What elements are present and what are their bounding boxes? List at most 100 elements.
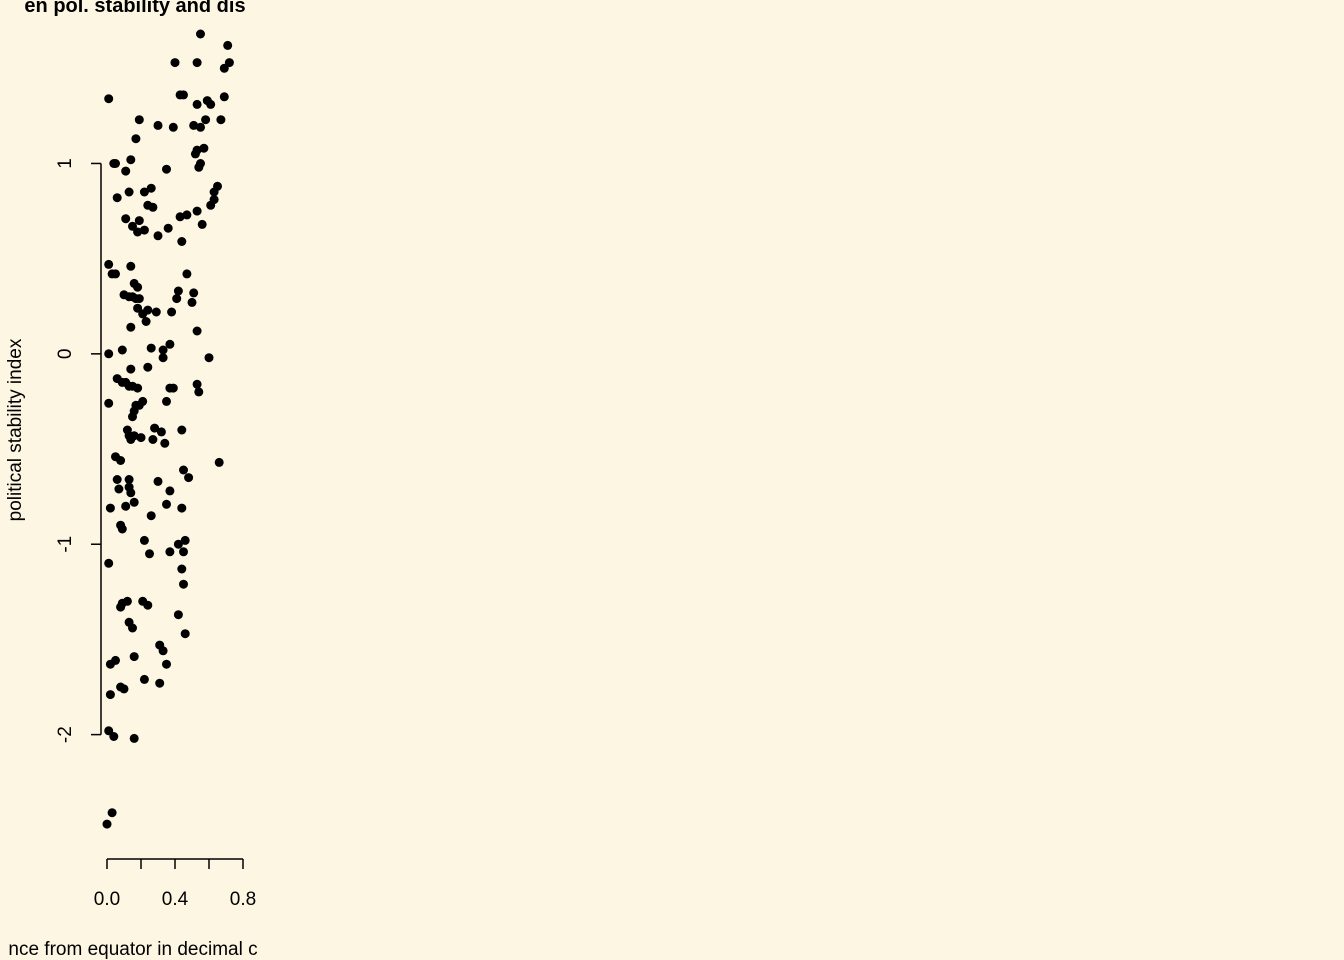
data-point — [129, 652, 139, 662]
data-point — [111, 655, 120, 665]
data-point — [223, 40, 233, 50]
data-point — [112, 193, 122, 203]
y-axis: -2 -1 0 1 — [55, 158, 102, 743]
chart-title: en pol. stability and dis — [24, 0, 245, 17]
data-point — [187, 297, 197, 307]
data-point — [219, 92, 229, 102]
data-point — [184, 473, 194, 483]
data-point — [139, 187, 149, 197]
data-point — [214, 457, 224, 467]
data-point — [126, 488, 136, 498]
data-point — [111, 269, 120, 279]
data-point — [117, 345, 127, 355]
data-point — [179, 465, 188, 475]
data-point — [129, 497, 139, 507]
data-point — [179, 579, 188, 589]
data-point — [172, 294, 182, 304]
data-point — [143, 600, 153, 610]
data-point — [134, 115, 144, 125]
data-point — [107, 808, 117, 818]
data-point — [173, 286, 183, 296]
y-tick-label: 1 — [55, 158, 76, 169]
data-point — [111, 159, 120, 168]
data-point — [224, 58, 234, 68]
data-point — [139, 535, 149, 545]
data-point — [141, 317, 151, 326]
data-point — [177, 425, 187, 435]
data-point — [104, 349, 114, 359]
data-point — [126, 322, 136, 332]
data-point — [177, 503, 187, 513]
data-point — [192, 58, 202, 68]
data-point — [155, 678, 165, 688]
data-point — [170, 58, 180, 68]
data-point — [158, 345, 168, 355]
data-point — [139, 674, 149, 684]
data-point — [104, 558, 114, 568]
data-point — [126, 261, 136, 271]
data-point — [116, 456, 126, 465]
data-point — [165, 486, 175, 496]
data-point — [124, 187, 134, 197]
data-point — [121, 501, 131, 511]
data-point — [189, 120, 199, 130]
data-point — [139, 225, 149, 235]
data-point — [158, 353, 168, 363]
x-tick-label: 0.4 — [162, 889, 189, 910]
data-point — [105, 503, 115, 513]
data-point — [134, 294, 144, 304]
data-point — [121, 214, 131, 224]
data-point — [160, 438, 170, 448]
y-tick-label: -1 — [55, 536, 76, 553]
data-point — [134, 216, 144, 226]
data-point — [202, 96, 212, 106]
data-point — [136, 433, 146, 443]
data-point — [153, 120, 163, 130]
data-point — [194, 387, 204, 397]
data-point — [119, 684, 129, 694]
x-tick-label: 0.8 — [230, 889, 256, 910]
data-point — [173, 539, 183, 549]
data-point — [192, 379, 202, 389]
data-point — [165, 547, 175, 557]
data-point — [133, 227, 143, 237]
data-point — [133, 282, 143, 292]
data-point — [182, 269, 192, 279]
data-point — [162, 659, 171, 669]
data-point — [104, 259, 114, 269]
data-point — [143, 305, 153, 315]
data-point — [162, 499, 171, 509]
data-point — [129, 431, 139, 441]
y-axis-label: political stability index — [5, 338, 26, 521]
data-point — [102, 819, 112, 829]
data-point — [114, 484, 124, 494]
data-point — [104, 94, 114, 104]
data-point — [168, 122, 178, 132]
data-point — [196, 29, 205, 39]
data-point — [199, 143, 209, 153]
data-point — [129, 733, 139, 743]
data-point — [158, 646, 168, 656]
data-point — [196, 159, 205, 168]
data-point — [145, 549, 154, 559]
data-point — [148, 435, 158, 444]
data-point — [109, 732, 119, 741]
data-point — [156, 427, 166, 437]
data-point — [196, 122, 205, 132]
data-point — [168, 383, 178, 393]
data-point — [179, 90, 188, 100]
data-point — [126, 155, 136, 165]
data-point — [204, 353, 214, 363]
data-point — [148, 202, 158, 212]
data-point — [121, 166, 131, 176]
x-axis-label: nce from equator in decimal c — [8, 939, 257, 960]
data-point — [126, 364, 136, 374]
y-tick-label: 0 — [55, 349, 76, 360]
data-point — [179, 547, 188, 557]
data-point — [117, 524, 127, 534]
data-point — [180, 535, 190, 545]
data-point — [192, 206, 202, 216]
data-point — [177, 564, 187, 574]
data-point — [105, 690, 115, 700]
